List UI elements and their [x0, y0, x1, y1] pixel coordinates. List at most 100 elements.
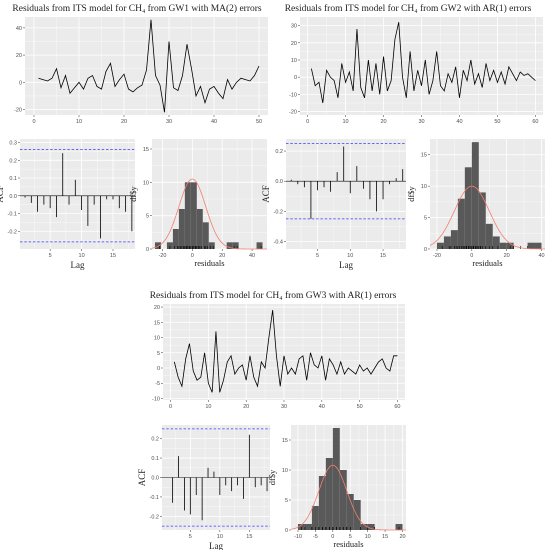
- gw2-histogram-histogram-bar: [443, 236, 451, 249]
- gw2-acf-y-tick-label: -0.2: [274, 209, 283, 215]
- gw1-timeseries-x-tick-label: 30: [166, 119, 172, 125]
- gw3-histogram-y-tick-label: 10: [282, 468, 288, 474]
- gw1-histogram-panel-background: [152, 139, 267, 249]
- gw1-histogram-x-axis-label: residuals: [194, 258, 224, 268]
- gw3-histogram-y-tick-label: 5: [285, 498, 288, 504]
- gw1-histogram-histogram-bar: [190, 182, 197, 249]
- gw2-acf-y-axis-label: ACF: [261, 185, 271, 203]
- gw2-histogram-histogram-bar: [492, 236, 500, 249]
- gw3-timeseries-x-tick-label: 30: [281, 404, 287, 410]
- gw3-timeseries-y-tick-label: -10: [152, 396, 160, 402]
- gw2-timeseries-residual-series-line: [310, 22, 536, 104]
- gw1-timeseries-x-tick-label: 40: [211, 119, 217, 125]
- gw2-timeseries-y-tick-label: -20: [289, 110, 297, 116]
- gw2-histogram-y-tick-label: 5: [424, 216, 427, 222]
- gw2-acf-x-tick-label: 10: [347, 253, 353, 259]
- gw1-histogram-histogram-bar: [178, 209, 185, 249]
- gw3-timeseries-y-tick-label: 20: [154, 305, 160, 311]
- gw2-timeseries-y-tick-label: 20: [291, 41, 297, 47]
- gw3-timeseries-x-tick-label: 10: [205, 404, 211, 410]
- gw2-timeseries-y-tick-label: -10: [289, 92, 297, 98]
- gw3-timeseries-x-tick-label: 20: [243, 404, 249, 410]
- gw2-acf-panel-background: [286, 139, 406, 249]
- gw3-acf-y-tick-label: 0.1: [151, 456, 159, 462]
- gw1-timeseries-y-tick-label: 0: [19, 80, 22, 86]
- gw2-histogram-x-tick-label: 40: [538, 253, 544, 259]
- gw1-timeseries-x-tick-label: 10: [76, 119, 82, 125]
- gw1-acf-x-axis-label: Lag: [71, 260, 85, 270]
- gw3-histogram-histogram-bar: [311, 506, 319, 530]
- gw2-histogram-x-tick-label: 0: [470, 253, 473, 259]
- gw2-timeseries-x-tick-label: 0: [306, 119, 309, 125]
- gw3-histogram-histogram-bar: [339, 470, 347, 530]
- gw1-timeseries-x-tick-label: 20: [121, 119, 127, 125]
- gw2-acf-y-tick-label: -0.4: [274, 239, 283, 245]
- gw2-timeseries-y-tick-label: 0: [294, 75, 297, 81]
- gw3-acf-y-tick-label: 0.0: [151, 476, 159, 482]
- gw2-histogram-histogram-bar: [506, 242, 514, 249]
- gw3-timeseries-x-tick-label: 50: [357, 404, 363, 410]
- gw3-acf-x-axis-label: Lag: [209, 541, 223, 550]
- gw2-histogram-histogram-bar: [450, 230, 458, 249]
- gw1-acf-y-tick-label: -0.2: [8, 229, 17, 235]
- gw3-timeseries-y-tick-label: -5: [155, 381, 160, 387]
- gw2-timeseries-y-tick-label: 10: [291, 58, 297, 64]
- gw1-histogram-histogram-bar: [184, 182, 191, 249]
- gw1-acf-x-tick-label: 5: [49, 253, 52, 259]
- gw3-histogram-x-tick-label: 15: [382, 534, 388, 540]
- gw2-acf-x-tick-label: 5: [316, 253, 319, 259]
- gw2-histogram-histogram-bar: [499, 242, 507, 249]
- gw3-acf-x-tick-label: 10: [217, 534, 223, 540]
- gw3-histogram-x-tick-label: -5: [313, 534, 318, 540]
- gw3-chart-title: Residuals from ITS model for CH₄ from GW…: [150, 290, 397, 301]
- gw1-timeseries-y-tick-label: -20: [14, 108, 22, 114]
- gw1-timeseries-x-tick-label: 50: [256, 119, 262, 125]
- gw2-timeseries-x-tick-label: 20: [380, 119, 386, 125]
- gw1-acf-panel-background: [20, 139, 135, 249]
- gw1-histogram-histogram-bar: [232, 242, 239, 249]
- gw1-timeseries-y-tick-label: 40: [16, 26, 22, 32]
- gw1-histogram-x-tick-label: -20: [158, 253, 166, 259]
- gw1-histogram-histogram-bar: [202, 222, 209, 249]
- gw2-acf-y-tick-label: 0.2: [275, 149, 283, 155]
- gw3-acf-y-tick-label: -0.2: [150, 514, 159, 520]
- gw1-histogram-y-axis-label: df$y: [128, 185, 138, 201]
- gw2-chart-title: Residuals from ITS model for CH₄ from GW…: [285, 3, 532, 14]
- gw2-histogram-histogram-bar: [485, 223, 493, 249]
- gw2-histogram-y-tick-label: 0: [424, 247, 427, 253]
- gw1-timeseries-x-tick-label: 0: [32, 119, 35, 125]
- gw2-histogram-y-tick-label: 15: [421, 153, 427, 159]
- gw1-histogram-y-tick-label: 10: [143, 180, 149, 186]
- gw3-timeseries-y-tick-label: 10: [154, 336, 160, 342]
- gw3-acf-x-tick-label: 15: [246, 534, 252, 540]
- gw3-timeseries-x-tick-label: 60: [394, 404, 400, 410]
- gw2-histogram-histogram-bar: [527, 242, 535, 249]
- gw3-histogram-histogram-bar: [304, 524, 312, 530]
- gw1-acf-x-tick-label: 15: [110, 253, 116, 259]
- gw2-timeseries-x-tick-label: 60: [532, 119, 538, 125]
- gw1-timeseries-residual-series-line: [38, 19, 260, 113]
- gw2-histogram-histogram-bar: [464, 167, 472, 249]
- gw2-histogram-histogram-bar: [534, 242, 542, 249]
- gw3-timeseries-x-tick-label: 0: [169, 404, 172, 410]
- gw3-histogram-histogram-bar: [332, 428, 340, 530]
- gw1-histogram-histogram-bar: [208, 242, 215, 249]
- gw1-acf-x-tick-label: 10: [79, 253, 85, 259]
- gw3-histogram-x-tick-label: -10: [294, 534, 302, 540]
- gw3-histogram-histogram-bar: [367, 524, 375, 530]
- gw1-acf-y-tick-label: 0.3: [9, 141, 17, 147]
- gw1-acf-y-tick-label: -0.1: [8, 212, 17, 218]
- gw2-histogram-histogram-bar: [471, 142, 479, 249]
- gw1-histogram-histogram-bar: [154, 242, 161, 249]
- gw1-histogram-histogram-bar: [166, 242, 173, 249]
- gw3-histogram-histogram-bar: [318, 476, 326, 530]
- gw3-histogram-histogram-bar: [325, 458, 333, 530]
- gw2-timeseries-y-tick-label: 30: [291, 24, 297, 30]
- gw2-timeseries-x-tick-label: 10: [343, 119, 349, 125]
- gw2-timeseries-x-tick-label: 50: [494, 119, 500, 125]
- gw2-histogram-y-axis-label: df$y: [406, 185, 416, 201]
- gw3-timeseries-y-tick-label: 15: [154, 320, 160, 326]
- gw1-histogram-y-tick-label: 15: [143, 147, 149, 153]
- gw3-histogram-y-tick-label: 0: [285, 528, 288, 534]
